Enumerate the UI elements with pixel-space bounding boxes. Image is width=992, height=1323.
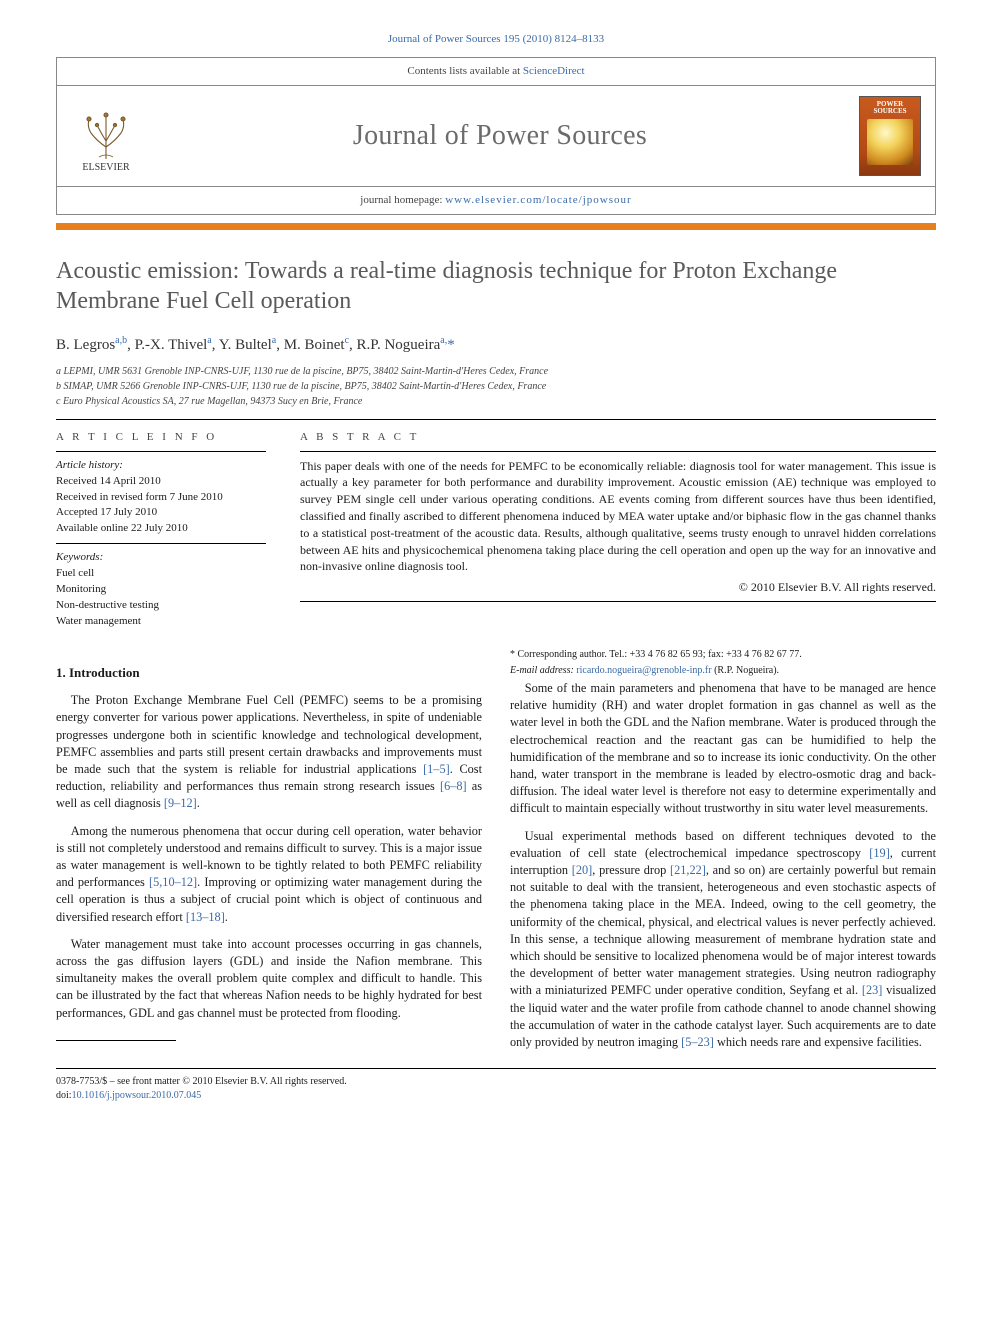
divider	[300, 451, 936, 452]
affiliation: b SIMAP, UMR 5266 Grenoble INP-CNRS-UJF,…	[56, 380, 936, 394]
cover-text: POWER SOURCES	[862, 101, 918, 116]
email-note: E-mail address: ricardo.nogueira@grenobl…	[510, 664, 936, 678]
ref-link[interactable]: [5,10–12]	[149, 875, 197, 889]
footnotes: * Corresponding author. Tel.: +33 4 76 8…	[510, 648, 936, 678]
author[interactable]: M. Boinet	[284, 337, 345, 353]
keyword: Non-destructive testing	[56, 598, 266, 614]
affiliations: a LEPMI, UMR 5631 Grenoble INP-CNRS-UJF,…	[56, 365, 936, 409]
header-mid: ELSEVIER Journal of Power Sources POWER …	[57, 86, 935, 186]
sciencedirect-link[interactable]: ScienceDirect	[523, 65, 585, 77]
correspondence-note: * Corresponding author. Tel.: +33 4 76 8…	[510, 648, 936, 662]
body-paragraph: Water management must take into account …	[56, 936, 482, 1022]
body-paragraph: Some of the main parameters and phenomen…	[510, 680, 936, 818]
email-link[interactable]: ricardo.nogueira@grenoble-inp.fr	[576, 665, 711, 676]
doi-prefix: doi:	[56, 1090, 72, 1101]
body-paragraph: Usual experimental methods based on diff…	[510, 828, 936, 1052]
abstract-head: A B S T R A C T	[300, 430, 936, 445]
cover-image-icon	[867, 119, 913, 165]
footer-divider	[56, 1068, 936, 1069]
ref-link[interactable]: [20]	[572, 863, 593, 877]
history-head: Article history:	[56, 458, 266, 474]
author[interactable]: R.P. Nogueira	[357, 337, 441, 353]
section-head-intro: 1. Introduction	[56, 664, 482, 682]
footnote-divider	[56, 1040, 176, 1041]
journal-cover-thumb[interactable]: POWER SOURCES	[859, 96, 921, 176]
history-line: Received in revised form 7 June 2010	[56, 490, 266, 506]
history-line: Received 14 April 2010	[56, 474, 266, 490]
ref-link[interactable]: [5–23]	[681, 1035, 714, 1049]
header-top: Contents lists available at ScienceDirec…	[57, 58, 935, 86]
homepage-link[interactable]: www.elsevier.com/locate/jpowsour	[445, 194, 631, 206]
body-paragraph: Among the numerous phenomena that occur …	[56, 823, 482, 926]
abstract-text: This paper deals with one of the needs f…	[300, 458, 936, 576]
journal-title: Journal of Power Sources	[353, 117, 647, 155]
footer-row: 0378-7753/$ – see front matter © 2010 El…	[56, 1075, 936, 1103]
header-bottom: journal homepage: www.elsevier.com/locat…	[57, 186, 935, 214]
divider	[300, 601, 936, 602]
abstract-col: A B S T R A C T This paper deals with on…	[300, 430, 936, 630]
contents-prefix: Contents lists available at	[407, 65, 522, 77]
divider	[56, 419, 936, 420]
ref-link[interactable]: [23]	[862, 983, 883, 997]
issn-line: 0378-7753/$ – see front matter © 2010 El…	[56, 1075, 347, 1089]
ref-link[interactable]: [6–8]	[440, 779, 467, 793]
corresponding-star-icon: *	[447, 337, 455, 353]
author[interactable]: P.-X. Thivel	[135, 337, 208, 353]
affiliation: a LEPMI, UMR 5631 Grenoble INP-CNRS-UJF,…	[56, 365, 936, 379]
footer-left: 0378-7753/$ – see front matter © 2010 El…	[56, 1075, 347, 1103]
ref-link[interactable]: [21,22]	[670, 863, 706, 877]
doi-line: doi:10.1016/j.jpowsour.2010.07.045	[56, 1089, 347, 1103]
author[interactable]: Y. Bultel	[219, 337, 272, 353]
history-line: Accepted 17 July 2010	[56, 505, 266, 521]
info-head: A R T I C L E I N F O	[56, 430, 266, 445]
elsevier-tree-icon	[79, 107, 133, 161]
body-columns: 1. Introduction The Proton Exchange Memb…	[56, 648, 936, 1054]
email-who: (R.P. Nogueira).	[712, 665, 780, 676]
keywords-head: Keywords:	[56, 550, 266, 566]
ref-link[interactable]: [1–5]	[423, 762, 450, 776]
email-label: E-mail address:	[510, 665, 576, 676]
citation-line: Journal of Power Sources 195 (2010) 8124…	[56, 32, 936, 47]
journal-header: Contents lists available at ScienceDirec…	[56, 57, 936, 215]
affiliation: c Euro Physical Acoustics SA, 27 rue Mag…	[56, 395, 936, 409]
publisher-name: ELSEVIER	[82, 161, 129, 175]
affil-sup: a	[207, 335, 211, 346]
ref-link[interactable]: [9–12]	[164, 796, 197, 810]
authors-line: B. Legrosa,b, P.-X. Thivela, Y. Bultela,…	[56, 334, 936, 355]
article-info-col: A R T I C L E I N F O Article history: R…	[56, 430, 266, 630]
keyword: Water management	[56, 614, 266, 630]
divider	[56, 543, 266, 544]
info-abstract-row: A R T I C L E I N F O Article history: R…	[56, 430, 936, 630]
affil-sup: a	[272, 335, 276, 346]
doi-link[interactable]: 10.1016/j.jpowsour.2010.07.045	[72, 1090, 202, 1101]
divider	[56, 451, 266, 452]
elsevier-logo[interactable]: ELSEVIER	[71, 97, 141, 175]
page: Journal of Power Sources 195 (2010) 8124…	[0, 0, 992, 1143]
body-paragraph: The Proton Exchange Membrane Fuel Cell (…	[56, 692, 482, 812]
accent-bar	[56, 223, 936, 230]
homepage-prefix: journal homepage:	[360, 194, 445, 206]
keyword: Monitoring	[56, 582, 266, 598]
ref-link[interactable]: [19]	[869, 846, 890, 860]
keywords-block: Keywords: Fuel cell Monitoring Non-destr…	[56, 550, 266, 630]
article-history: Article history: Received 14 April 2010 …	[56, 458, 266, 538]
article-title: Acoustic emission: Towards a real-time d…	[56, 256, 936, 316]
ref-link[interactable]: [13–18]	[186, 910, 225, 924]
affil-sup: c	[345, 335, 349, 346]
abstract-copyright: © 2010 Elsevier B.V. All rights reserved…	[300, 579, 936, 595]
history-line: Available online 22 July 2010	[56, 521, 266, 537]
affil-sup: a,b	[115, 335, 127, 346]
keyword: Fuel cell	[56, 566, 266, 582]
author[interactable]: B. Legros	[56, 337, 115, 353]
